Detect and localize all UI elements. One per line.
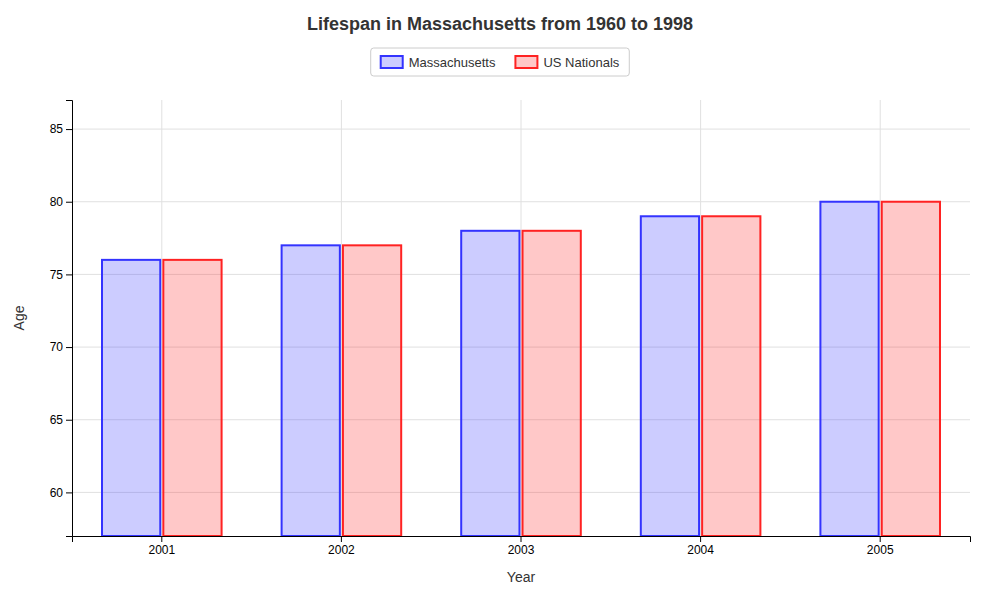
tick: 2005 [867,536,894,557]
legend-label: US Nationals [543,55,619,70]
y-axis: 60 65 70 75 80 85 [50,101,73,537]
tick-label: 80 [50,195,64,209]
tick-label: 85 [50,122,64,136]
tick-label: 65 [50,413,64,427]
tick-mark [66,274,72,275]
legend-frame [371,48,630,76]
bar [523,231,581,536]
tick: 2002 [328,536,355,557]
grid [72,100,970,536]
series [102,202,879,536]
tick-mark [521,536,522,542]
series [163,202,940,536]
tick-mark [66,492,72,493]
plot: 2001 2002 2003 2004 2005 60 65 70 75 80 85 [50,100,971,557]
grid-line [161,100,162,536]
tick-label: 2003 [508,543,535,557]
tick: 80 [50,195,72,209]
tick-mark [161,536,162,542]
grid-line [880,100,881,536]
legend: Massachusetts US Nationals [371,48,630,76]
tick-mark [700,536,701,542]
tick-mark [66,129,72,130]
legend-swatch [381,56,403,68]
title: Lifespan in Massachusetts from 1960 to 1… [307,14,693,34]
bar [702,216,760,536]
legend-label: Massachusetts [409,55,496,70]
tick-label: 60 [50,486,64,500]
tick-mark [66,420,72,421]
tick-mark [341,536,342,542]
chart: 2001 2002 2003 2004 2005 60 65 70 75 80 85 Year Age L… [0,0,1000,600]
tick: 2001 [148,536,175,557]
legend-item: Massachusetts [381,55,496,70]
tick-label: 75 [50,268,64,282]
tick: 65 [50,413,72,427]
tick-mark [66,202,72,203]
tick-label: 70 [50,340,64,354]
tick: 2003 [508,536,535,557]
bar [163,260,221,536]
tick-label: 2005 [867,543,894,557]
bar [102,260,160,536]
bar [282,245,340,536]
tick: 70 [50,340,72,354]
bar [882,202,940,536]
legend-swatch [515,56,537,68]
tick-mark [880,536,881,542]
legend-item: US Nationals [515,55,619,70]
tick-mark [66,347,72,348]
grid-line [700,100,701,536]
y-axis-title: Age [11,305,27,330]
bar [461,231,519,536]
tick-label: 2001 [148,543,175,557]
x-axis-title: Year [507,569,536,585]
x-axis: 2001 2002 2003 2004 2005 [73,536,971,557]
bars [102,202,940,536]
bar [343,245,401,536]
tick-label: 2002 [328,543,355,557]
grid-line [341,100,342,536]
tick: 60 [50,486,72,500]
tick: 85 [50,122,72,136]
axis-line [73,537,971,543]
tick: 2004 [687,536,714,557]
bar [820,202,878,536]
grid-line [521,100,522,536]
tick: 75 [50,268,72,282]
tick-label: 2004 [687,543,714,557]
bar [641,216,699,536]
axis-line [66,101,73,537]
